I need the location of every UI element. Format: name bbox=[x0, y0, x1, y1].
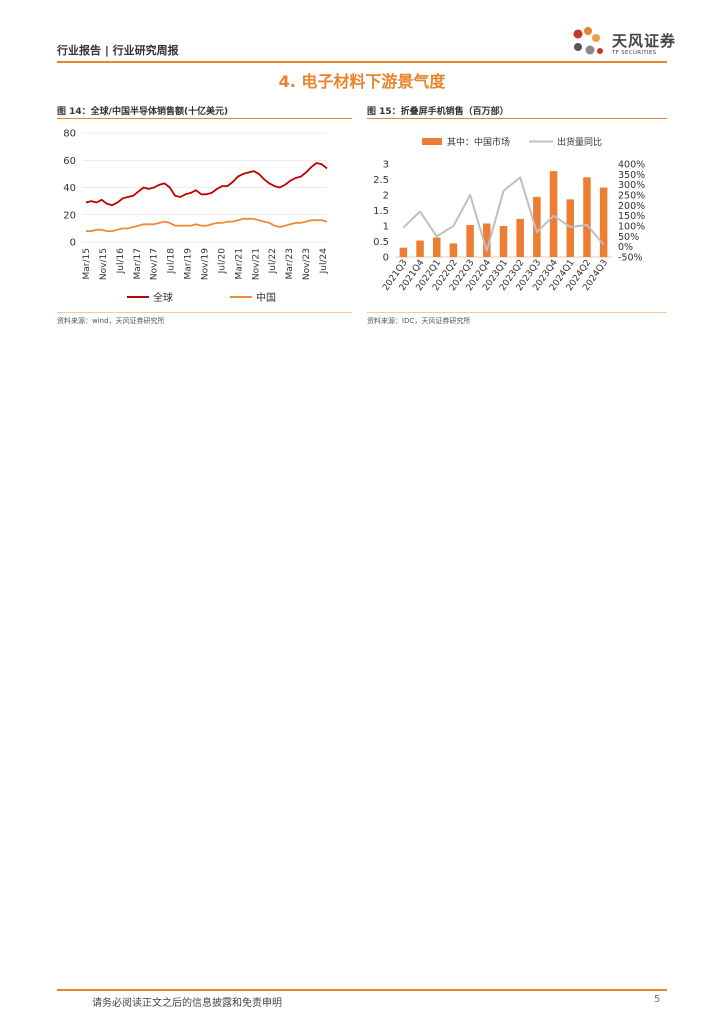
x-tick-label: Nov/23 bbox=[302, 248, 312, 280]
bar-china-market bbox=[599, 187, 608, 257]
bar-china-market bbox=[566, 199, 575, 257]
legend-label-bar: 其中：中国市场 bbox=[447, 136, 510, 148]
header-divider bbox=[57, 61, 667, 63]
x-tick-label: Nov/15 bbox=[99, 248, 109, 280]
x-tick-label: Nov/21 bbox=[251, 248, 261, 280]
figure14-source-rule bbox=[57, 312, 352, 313]
foldable-phone-sales-combo-chart: 其中：中国市场 出货量同比 0 0.5 1 1.5 2 2.5 3 -50%0%50%100%15… bbox=[373, 136, 645, 293]
bar-china-market bbox=[449, 243, 458, 257]
section-title: 4. 电子材料下游景气度 bbox=[278, 72, 446, 91]
figure15-source: 资料来源：IDC，天风证券研究所 bbox=[367, 317, 471, 325]
y2-tick-label: 350% bbox=[618, 170, 645, 181]
figure15-source-rule bbox=[367, 312, 667, 313]
figure15-title-rule bbox=[367, 118, 667, 119]
footer-divider bbox=[57, 989, 667, 991]
x-tick-label: Nov/19 bbox=[201, 248, 211, 280]
bar-china-market bbox=[499, 226, 508, 257]
report-header-title: 行业报告 | 行业研究周报 bbox=[57, 44, 179, 57]
y-tick-label: 0 bbox=[383, 253, 389, 264]
y2-tick-label: 250% bbox=[618, 191, 645, 202]
y2-tick-label: 0% bbox=[618, 242, 633, 253]
y2-tick-label: 400% bbox=[618, 160, 645, 171]
y-tick-label: 0.5 bbox=[373, 237, 389, 248]
page-number: 5 bbox=[654, 994, 661, 1005]
figure14-source: 资料来源：wind，天风证券研究所 bbox=[57, 317, 165, 325]
y2-tick-label: 200% bbox=[618, 201, 645, 212]
bar-china-market bbox=[466, 225, 474, 257]
y-tick-label: 60 bbox=[63, 156, 76, 167]
y2-tick-label: 50% bbox=[618, 232, 639, 243]
y-tick-label: 20 bbox=[63, 210, 76, 221]
figure14-title-rule bbox=[57, 118, 352, 119]
x-tick-label: Mar/23 bbox=[285, 248, 295, 279]
series-line-china bbox=[86, 217, 328, 232]
x-tick-label: Jul/24 bbox=[319, 248, 329, 275]
x-tick-label: Mar/15 bbox=[82, 248, 92, 279]
y-tick-label: 2.5 bbox=[373, 175, 389, 186]
bar-china-market bbox=[483, 223, 491, 257]
bar-china-market bbox=[583, 177, 591, 257]
y-tick-label: 40 bbox=[63, 183, 76, 194]
y-tick-label: 80 bbox=[63, 129, 76, 140]
y2-tick-label: 100% bbox=[618, 222, 645, 233]
x-tick-label: Mar/19 bbox=[184, 248, 194, 280]
y-tick-label: 2 bbox=[383, 191, 389, 202]
semiconductor-sales-line-chart: 0 20 40 60 80 Mar/15 Nov/15 Jul/16 Mar/17 Nov/17 J… bbox=[63, 129, 329, 305]
x-tick-label: Nov/17 bbox=[150, 248, 160, 280]
logo-english-name: TF SECURITIES bbox=[612, 50, 657, 56]
y2-tick-label: 300% bbox=[618, 180, 645, 191]
bar-china-market bbox=[516, 218, 524, 257]
legend-label-1: 中国 bbox=[256, 291, 276, 304]
figure15-title: 图 15：折叠屏手机销售（百万部） bbox=[367, 107, 509, 117]
footer-disclaimer: 请务必阅读正文之后的信息披露和免责申明 bbox=[92, 998, 282, 1009]
legend-label-line: 出货量同比 bbox=[557, 136, 602, 148]
y2-tick-label: -50% bbox=[618, 253, 643, 264]
bar-china-market bbox=[432, 237, 441, 257]
series-line-yoy bbox=[402, 176, 605, 252]
figure14-title: 图 14：全球/中国半导体销售额(十亿美元) bbox=[57, 107, 229, 117]
x-tick-label: Jul/22 bbox=[268, 248, 278, 274]
y-tick-label: 0 bbox=[70, 238, 76, 249]
x-tick-label: Jul/18 bbox=[167, 248, 177, 275]
bar-china-market bbox=[399, 247, 408, 257]
x-tick-label: Jul/20 bbox=[217, 248, 227, 275]
y-tick-label: 3 bbox=[383, 160, 389, 171]
company-logo-icon bbox=[573, 27, 603, 55]
x-tick-label: Mar/17 bbox=[133, 248, 143, 279]
logo-chinese-name: 天风证券 bbox=[612, 32, 677, 50]
bar-china-market bbox=[533, 196, 541, 257]
legend-swatch-bar bbox=[422, 138, 442, 145]
y-tick-label: 1.5 bbox=[373, 206, 389, 217]
x-tick-label: Jul/16 bbox=[116, 248, 126, 275]
legend-label-0: 全球 bbox=[153, 291, 173, 304]
y-tick-label: 1 bbox=[383, 222, 389, 233]
series-line-global bbox=[85, 162, 328, 207]
x-tick-label: Mar/21 bbox=[234, 248, 244, 279]
y2-tick-label: 150% bbox=[618, 211, 645, 222]
bar-china-market bbox=[416, 240, 424, 257]
bar-china-market bbox=[549, 171, 558, 257]
